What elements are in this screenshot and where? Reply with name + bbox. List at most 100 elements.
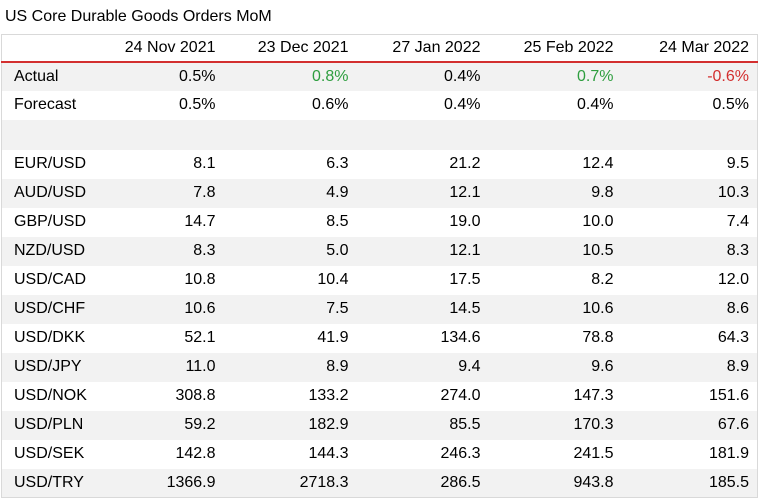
table-row: USD/TRY 1366.9 2718.3 286.5 943.8 185.5: [1, 468, 758, 498]
row-label: Actual: [14, 67, 59, 85]
table-cell: 8.3: [193, 242, 216, 259]
table-cell: 2718.3: [299, 473, 349, 491]
table-cell: 8.9: [326, 358, 349, 375]
row-label: USD/SEK: [14, 445, 85, 462]
column-header: 24 Mar 2022: [659, 38, 749, 56]
table-row: USD/NOK 308.8 133.2 274.0 147.3 151.6: [2, 382, 758, 411]
table-cell: 9.5: [726, 155, 749, 172]
table-title: US Core Durable Goods Orders MoM: [5, 8, 272, 25]
table-row: Actual 0.5% 0.8% 0.4% 0.7% -0.6%: [1, 61, 758, 91]
table-cell: 8.6: [726, 300, 749, 317]
table-cell: 134.6: [440, 329, 481, 346]
table-cell: 8.9: [726, 358, 749, 375]
table-row: GBP/USD 14.7 8.5 19.0 10.0 7.4: [2, 208, 758, 237]
table-cell: 144.3: [308, 445, 349, 462]
table-cell: 6.3: [326, 155, 349, 172]
table-cell: 10.6: [184, 300, 216, 317]
table-cell: 5.0: [326, 242, 349, 259]
table-cell: 21.2: [449, 155, 481, 172]
header-corner: [2, 35, 94, 62]
table-row: Forecast 0.5% 0.6% 0.4% 0.4% 0.5%: [2, 91, 758, 120]
table-cell: 12.4: [582, 155, 614, 172]
table-cell: 7.5: [326, 300, 349, 317]
table-cell: 151.6: [708, 387, 749, 404]
table-cell: 943.8: [573, 473, 614, 491]
table-cell: 185.5: [708, 473, 749, 491]
table-cell: 133.2: [308, 387, 349, 404]
table-cell: 12.1: [449, 242, 481, 259]
column-header: 23 Dec 2021: [257, 38, 349, 56]
row-label: GBP/USD: [14, 213, 87, 230]
row-label: [2, 120, 94, 150]
table-body: Actual 0.5% 0.8% 0.4% 0.7% -0.6% Forecast 0.5% 0…: [1, 61, 758, 498]
table-cell: 10.6: [582, 300, 614, 317]
table-cell: 11.0: [185, 358, 216, 375]
table-cell: 241.5: [573, 445, 614, 462]
table-cell: 8.2: [591, 271, 614, 288]
table-cell: 10.0: [582, 213, 614, 230]
table-cell: 9.6: [591, 358, 614, 375]
table-cell: 8.5: [326, 213, 349, 230]
table-cell: [94, 120, 224, 150]
table-cell: 274.0: [440, 387, 481, 404]
table-cell: 147.3: [573, 387, 614, 404]
table-cell: 59.2: [184, 416, 216, 433]
table-row: USD/SEK 142.8 144.3 246.3 241.5 181.9: [2, 440, 758, 469]
table-cell: 10.3: [717, 184, 749, 201]
table-cell: 7.4: [726, 213, 749, 230]
table-row: USD/CHF 10.6 7.5 14.5 10.6 8.6: [1, 294, 758, 324]
row-label: NZD/USD: [14, 242, 86, 259]
table-cell: 0.4%: [577, 96, 614, 113]
table-row: NZD/USD 8.3 5.0 12.1 10.5 8.3: [1, 236, 758, 266]
row-label: USD/DKK: [14, 329, 86, 346]
table-cell: [622, 120, 758, 150]
row-label: USD/NOK: [14, 387, 87, 404]
row-label: AUD/USD: [14, 184, 87, 201]
table-cell: 0.7%: [577, 67, 614, 85]
table-cell: 10.5: [582, 242, 614, 259]
column-header: 24 Nov 2021: [124, 38, 216, 56]
table-cell: [489, 120, 622, 150]
table-cell: 0.5%: [179, 96, 216, 113]
table-cell: 8.3: [726, 242, 749, 259]
table-cell: 308.8: [175, 387, 216, 404]
row-label: USD/PLN: [14, 416, 84, 433]
table-cell: 64.3: [717, 329, 749, 346]
table-cell: 4.9: [326, 184, 349, 201]
table-cell: 67.6: [717, 416, 749, 433]
table-cell: 10.8: [184, 271, 216, 288]
table-row: USD/PLN 59.2 182.9 85.5 170.3 67.6: [1, 410, 758, 440]
table-cell: 0.8%: [312, 67, 349, 85]
row-label: USD/JPY: [14, 358, 82, 375]
table-cell: [224, 120, 357, 150]
table-cell: 182.9: [308, 416, 349, 433]
column-header: 27 Jan 2022: [392, 38, 481, 56]
table-cell: 52.1: [184, 329, 216, 346]
table-cell: -0.6%: [707, 67, 749, 85]
row-label: Forecast: [14, 96, 77, 113]
table-cell: 9.8: [591, 184, 614, 201]
table-cell: 0.5%: [712, 96, 749, 113]
table-cell: 0.6%: [312, 96, 349, 113]
row-label: EUR/USD: [14, 155, 87, 172]
table-row: USD/JPY 11.0 8.9 9.4 9.6 8.9: [1, 352, 758, 382]
table-cell: [357, 120, 489, 150]
table-cell: 19.0: [449, 213, 481, 230]
table-cell: 17.5: [449, 271, 481, 288]
table-cell: 9.4: [458, 358, 481, 375]
table-row: AUD/USD 7.8 4.9 12.1 9.8 10.3: [1, 178, 758, 208]
table-cell: 85.5: [449, 416, 481, 433]
table-cell: 0.4%: [444, 67, 481, 85]
table-cell: 0.4%: [444, 96, 481, 113]
table-cell: 41.9: [317, 329, 349, 346]
table-cell: 10.4: [317, 271, 349, 288]
row-label: USD/CAD: [14, 271, 87, 288]
table-cell: 12.0: [717, 271, 749, 288]
spacer-row: [1, 119, 758, 150]
table-cell: 181.9: [708, 445, 749, 462]
table-cell: 14.5: [449, 300, 481, 317]
table-cell: 170.3: [573, 416, 614, 433]
table-cell: 1366.9: [166, 473, 216, 491]
table-cell: 12.1: [449, 184, 481, 201]
row-label: USD/TRY: [14, 473, 84, 491]
